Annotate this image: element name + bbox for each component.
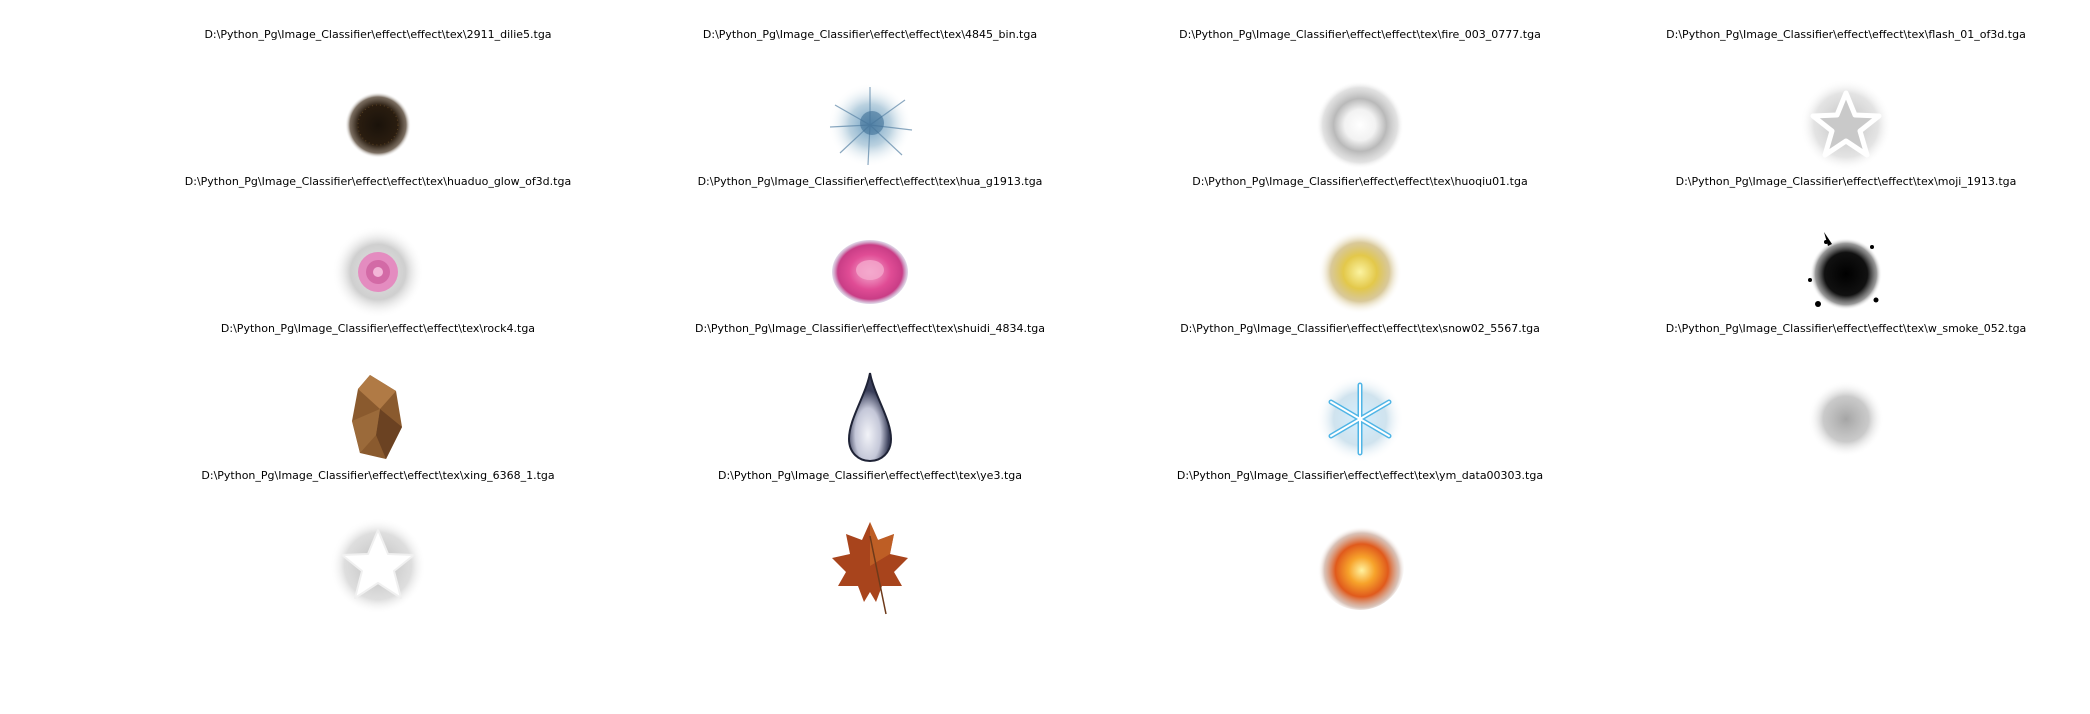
file-path-caption: D:\Python_Pg\Image_Classifier\effect\eff… [697, 175, 1043, 188]
file-path-caption: D:\Python_Pg\Image_Classifier\effect\eff… [1666, 28, 2026, 41]
file-path-caption: D:\Python_Pg\Image_Classifier\effect\eff… [1192, 175, 1528, 188]
file-path-caption: D:\Python_Pg\Image_Classifier\effect\eff… [702, 28, 1038, 41]
thumbnail-cell: D:\Python_Pg\Image_Classifier\effect\eff… [108, 175, 648, 322]
file-path-caption: D:\Python_Pg\Image_Classifier\effect\eff… [220, 322, 536, 335]
thumbnail-cell: D:\Python_Pg\Image_Classifier\effect\eff… [1090, 175, 1630, 322]
black-ink-splash-icon [1796, 222, 1896, 322]
ice-shard-burst-icon [820, 75, 920, 175]
thumbnail-cell: D:\Python_Pg\Image_Classifier\effect\eff… [1090, 469, 1630, 616]
thumbnail-cell: D:\Python_Pg\Image_Classifier\effect\eff… [600, 28, 1140, 175]
file-path-caption: D:\Python_Pg\Image_Classifier\effect\eff… [1176, 469, 1544, 482]
file-path-caption: D:\Python_Pg\Image_Classifier\effect\eff… [201, 469, 555, 482]
pink-rose-icon [820, 222, 920, 322]
thumbnail-cell: D:\Python_Pg\Image_Classifier\effect\eff… [600, 469, 1140, 616]
yellow-fireball-icon [1310, 222, 1410, 322]
file-path-caption: D:\Python_Pg\Image_Classifier\effect\eff… [1665, 322, 2027, 335]
thumbnail-cell: D:\Python_Pg\Image_Classifier\effect\eff… [1090, 28, 1630, 175]
thumbnail-cell: D:\Python_Pg\Image_Classifier\effect\eff… [1576, 322, 2090, 469]
file-path-caption: D:\Python_Pg\Image_Classifier\effect\eff… [1179, 28, 1541, 41]
thumbnail-cell: D:\Python_Pg\Image_Classifier\effect\eff… [1090, 322, 1630, 469]
autumn-leaf-icon [820, 516, 920, 616]
white-star-glow-icon [328, 516, 428, 616]
file-path-caption: D:\Python_Pg\Image_Classifier\effect\eff… [1675, 175, 2017, 188]
glowing-star-outline-icon [1796, 75, 1896, 175]
file-path-caption: D:\Python_Pg\Image_Classifier\effect\eff… [718, 469, 1022, 482]
brown-rock-icon [328, 369, 428, 469]
pink-flower-glow-icon [328, 222, 428, 322]
grey-smoke-ring-icon [1310, 75, 1410, 175]
file-path-caption: D:\Python_Pg\Image_Classifier\effect\eff… [695, 322, 1045, 335]
grey-smoke-puff-icon [1796, 369, 1896, 469]
file-path-caption: D:\Python_Pg\Image_Classifier\effect\eff… [1180, 322, 1540, 335]
thumbnail-cell: D:\Python_Pg\Image_Classifier\effect\eff… [108, 469, 648, 616]
blue-snowflake-icon [1310, 369, 1410, 469]
thumbnail-cell: D:\Python_Pg\Image_Classifier\effect\eff… [108, 322, 648, 469]
water-drop-icon [820, 369, 920, 469]
thumbnail-cell: D:\Python_Pg\Image_Classifier\effect\eff… [1576, 28, 2090, 175]
thumbnail-cell: D:\Python_Pg\Image_Classifier\effect\eff… [600, 322, 1140, 469]
thumbnail-cell: D:\Python_Pg\Image_Classifier\effect\eff… [600, 175, 1140, 322]
thumbnail-cell: D:\Python_Pg\Image_Classifier\effect\eff… [1576, 175, 2090, 322]
file-path-caption: D:\Python_Pg\Image_Classifier\effect\eff… [184, 175, 572, 188]
thumbnail-cell: D:\Python_Pg\Image_Classifier\effect\eff… [108, 28, 648, 175]
orange-explosion-icon [1310, 516, 1410, 616]
file-path-caption: D:\Python_Pg\Image_Classifier\effect\eff… [204, 28, 552, 41]
dark-fuzzy-sphere-icon [328, 75, 428, 175]
